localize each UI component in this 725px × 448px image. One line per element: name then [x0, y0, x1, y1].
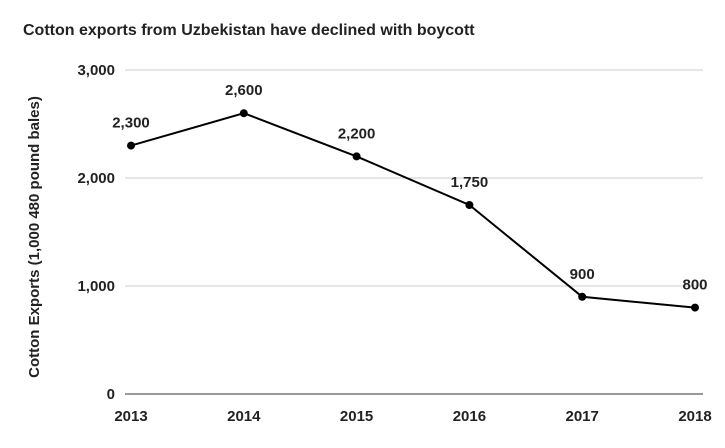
chart-title: Cotton exports from Uzbekistan have decl… [23, 22, 475, 39]
x-tick-labels: 2013 2014 2015 2016 2017 2018 [114, 408, 711, 425]
data-label: 2,200 [338, 125, 376, 142]
series-line [130, 112, 696, 309]
gridlines [125, 69, 703, 395]
y-tick-labels: 0 1,000 2,000 3,000 [77, 62, 115, 403]
y-tick-label: 1,000 [77, 278, 115, 295]
data-label: 2,600 [225, 82, 263, 99]
data-label: 1,750 [451, 174, 489, 191]
data-label: 800 [682, 277, 707, 294]
x-tick-label: 2013 [114, 408, 147, 425]
data-point [352, 152, 361, 161]
data-point [578, 292, 587, 301]
data-label: 900 [570, 266, 595, 283]
data-labels: 2,300 2,600 2,200 1,750 900 800 [112, 82, 707, 293]
data-point [239, 109, 248, 118]
y-axis-title: Cotton Exports (1,000 480 pound bales) [26, 96, 43, 378]
x-tick-label: 2014 [227, 408, 261, 425]
y-tick-label: 0 [107, 386, 115, 403]
data-point [127, 141, 135, 150]
x-tick-label: 2015 [340, 408, 373, 425]
y-tick-label: 2,000 [77, 170, 115, 187]
data-label: 2,300 [112, 115, 150, 132]
series [127, 109, 699, 312]
data-point [691, 303, 699, 312]
x-tick-label: 2018 [678, 408, 711, 425]
x-tick-label: 2016 [453, 408, 486, 425]
y-tick-label: 3,000 [77, 62, 115, 79]
data-point [465, 201, 474, 209]
x-tick-label: 2017 [566, 408, 599, 425]
